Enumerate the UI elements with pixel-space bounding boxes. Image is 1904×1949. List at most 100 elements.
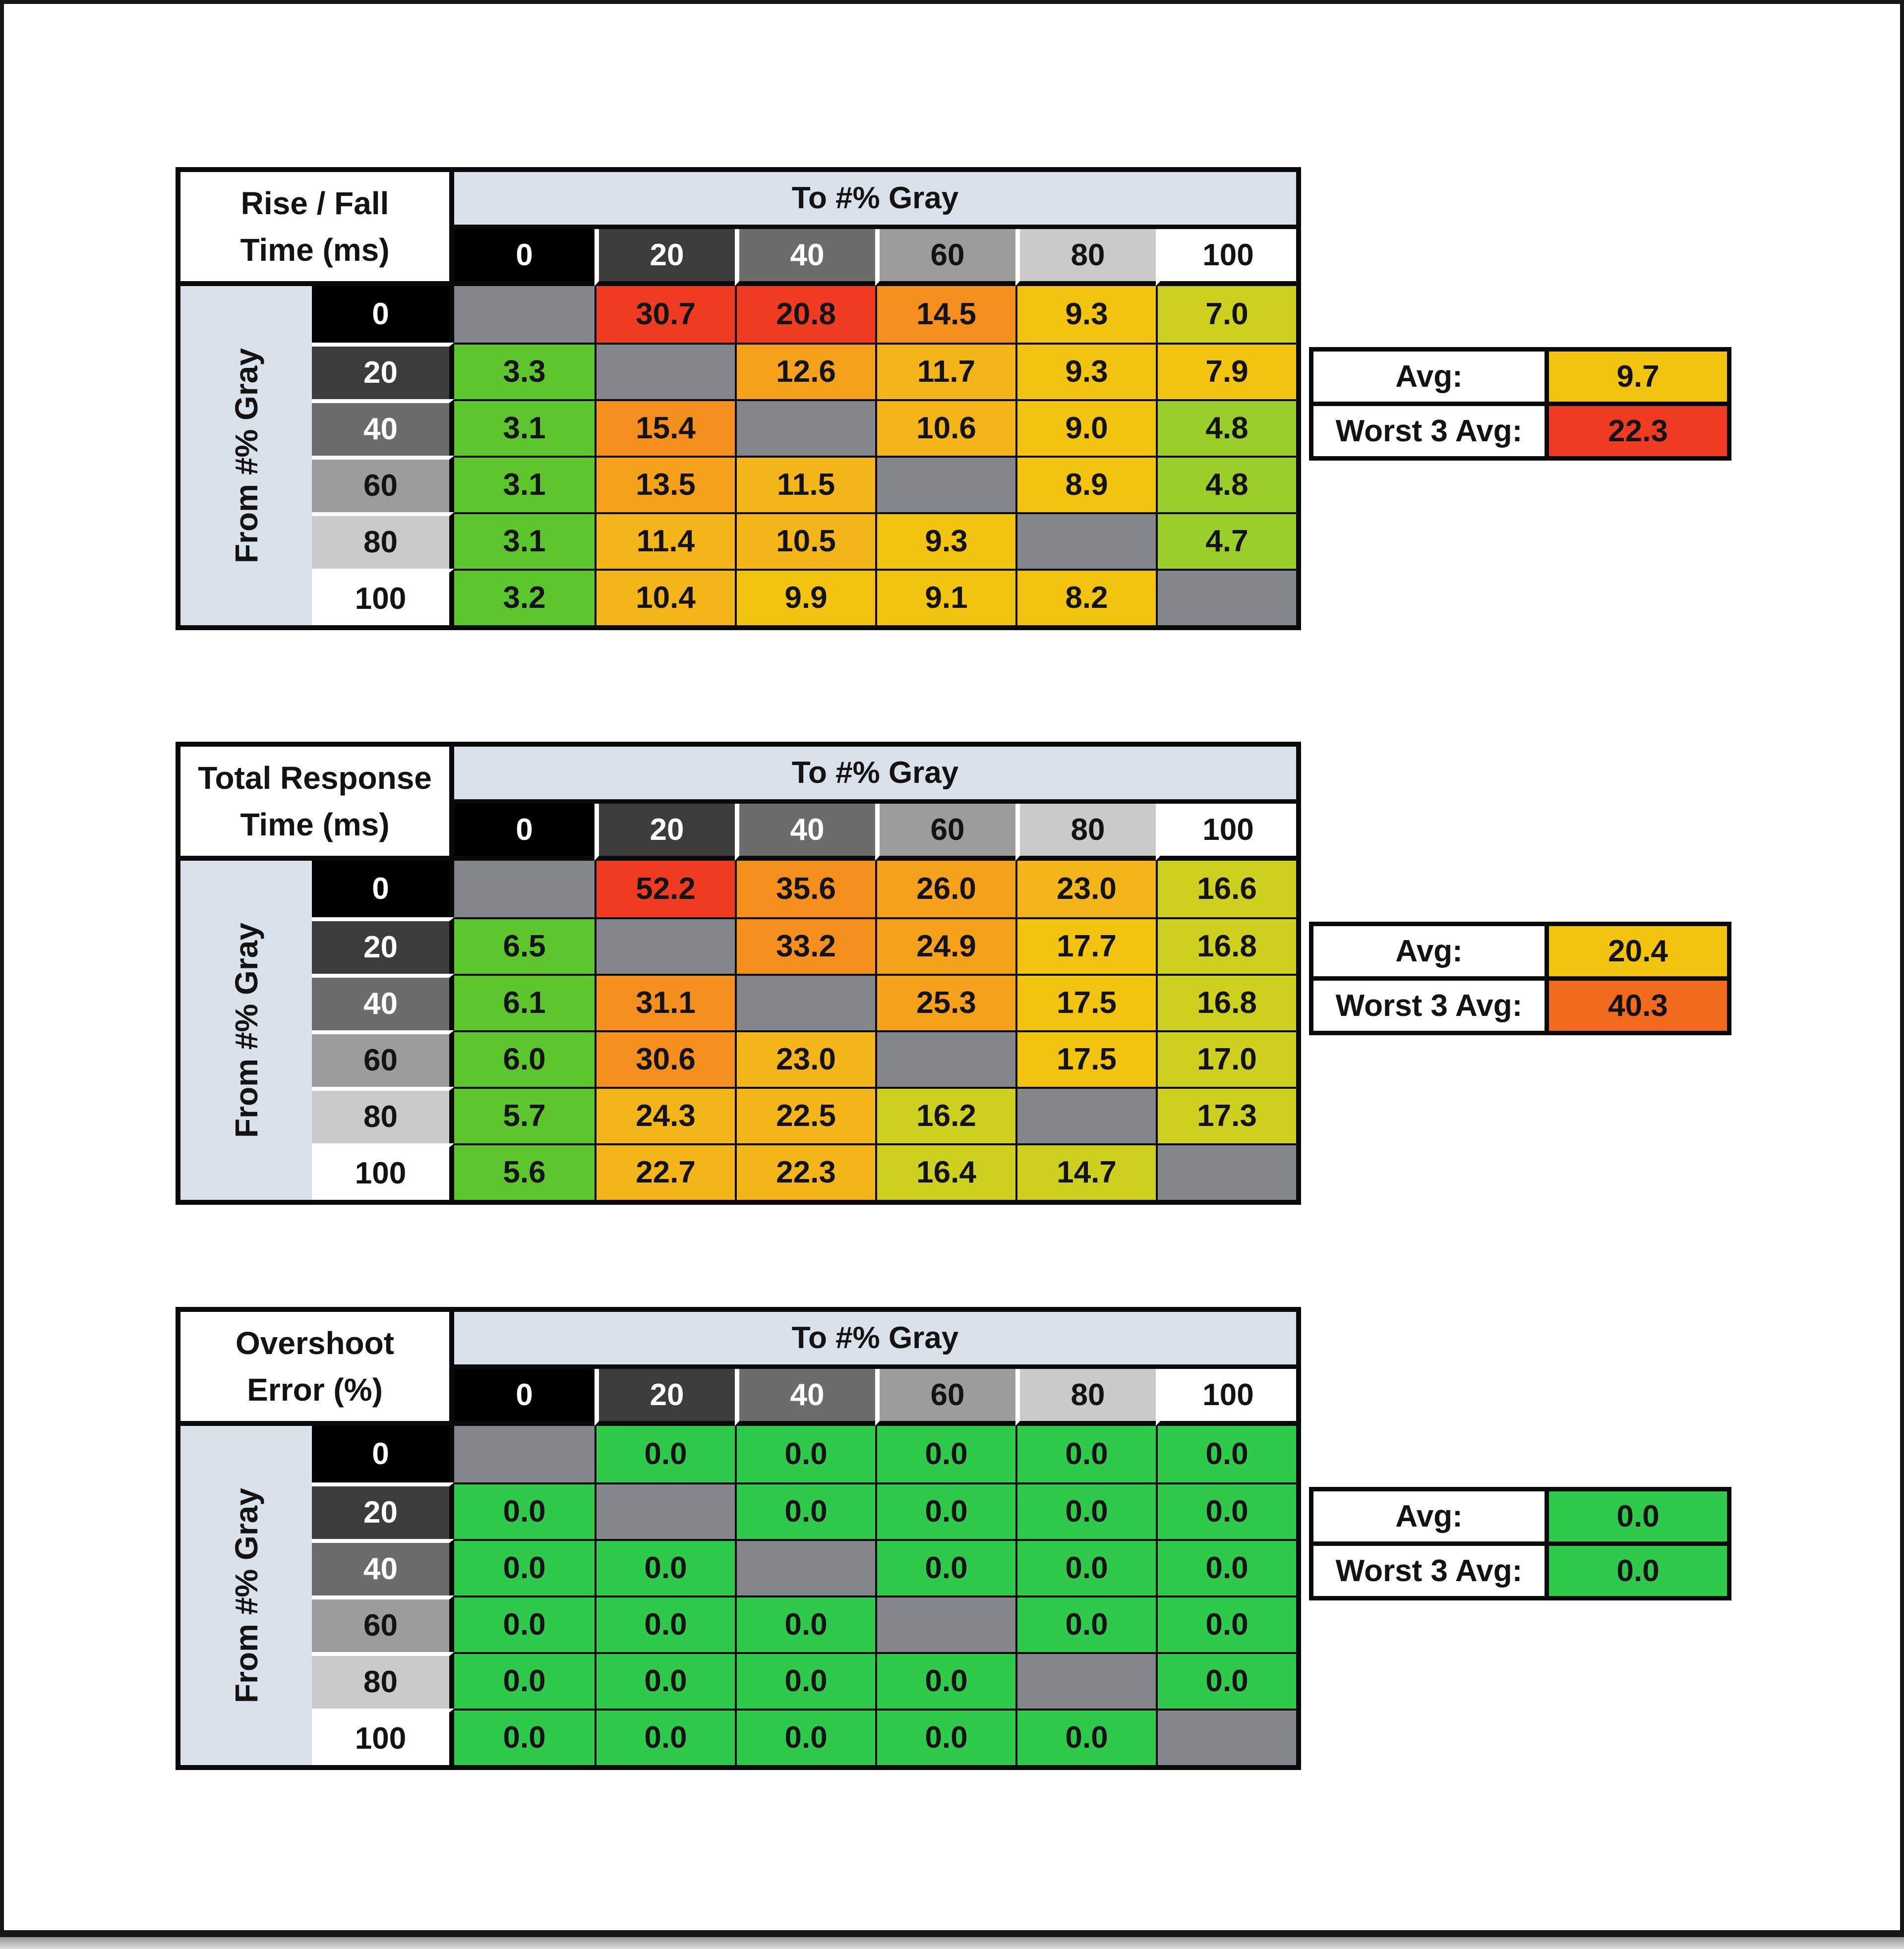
heat-cell: 4.8 xyxy=(1156,456,1296,512)
diagonal-cell xyxy=(1015,1087,1156,1143)
diagonal-cell xyxy=(595,343,735,399)
heat-cell: 0.0 xyxy=(454,1595,595,1652)
worst3-avg-value: 0.0 xyxy=(1545,1541,1731,1600)
bottom-edge-strip xyxy=(0,1937,1904,1949)
diagonal-cell xyxy=(454,1426,595,1482)
heat-cell: 25.3 xyxy=(875,974,1015,1030)
from-gray-axis-label-text: From #% Gray xyxy=(228,348,264,563)
heat-cell: 7.0 xyxy=(1156,286,1296,343)
heat-cell: 0.0 xyxy=(735,1595,875,1652)
heat-cell: 17.5 xyxy=(1015,1030,1156,1087)
heat-cell: 0.0 xyxy=(875,1652,1015,1709)
heat-cell: 6.0 xyxy=(454,1030,595,1087)
row-header-100: 100 xyxy=(312,1709,454,1765)
heat-cell: 30.6 xyxy=(595,1030,735,1087)
heat-cell: 16.8 xyxy=(1156,974,1296,1030)
heat-cell: 0.0 xyxy=(875,1709,1015,1765)
heat-cell: 0.0 xyxy=(735,1652,875,1709)
to-gray-axis-label: To #% Gray xyxy=(454,1312,1296,1369)
from-gray-axis-label-text: From #% Gray xyxy=(228,923,264,1138)
heat-cell: 26.0 xyxy=(875,861,1015,917)
table-title: Overshoot Error (%) xyxy=(180,1312,454,1426)
heat-cell: 22.7 xyxy=(595,1143,735,1200)
col-header-20: 20 xyxy=(595,1369,735,1426)
heat-cell: 0.0 xyxy=(1156,1595,1296,1652)
row-header-80: 80 xyxy=(312,512,454,569)
heat-cell: 6.1 xyxy=(454,974,595,1030)
heat-cell: 3.2 xyxy=(454,569,595,625)
averages-table: Avg: 9.7 Worst 3 Avg: 22.3 xyxy=(1309,347,1731,461)
col-header-40: 40 xyxy=(735,229,875,286)
col-header-60: 60 xyxy=(875,804,1015,861)
row-header-20: 20 xyxy=(312,1482,454,1539)
row-header-60: 60 xyxy=(312,1595,454,1652)
heat-cell: 17.7 xyxy=(1015,917,1156,974)
row-header-40: 40 xyxy=(312,399,454,456)
row-header-60: 60 xyxy=(312,1030,454,1087)
heat-cell: 9.3 xyxy=(875,512,1015,569)
from-gray-axis-label: From #% Gray xyxy=(180,1426,312,1765)
heat-cell: 24.9 xyxy=(875,917,1015,974)
heat-cell: 3.3 xyxy=(454,343,595,399)
heat-cell: 0.0 xyxy=(1015,1709,1156,1765)
heat-cell: 9.0 xyxy=(1015,399,1156,456)
col-header-60: 60 xyxy=(875,1369,1015,1426)
diagonal-cell xyxy=(1015,512,1156,569)
heat-cell: 0.0 xyxy=(1156,1539,1296,1595)
heat-cell: 9.1 xyxy=(875,569,1015,625)
heat-cell: 16.6 xyxy=(1156,861,1296,917)
heat-cell: 0.0 xyxy=(1015,1482,1156,1539)
heat-cell: 0.0 xyxy=(735,1709,875,1765)
heat-cell: 5.7 xyxy=(454,1087,595,1143)
overshoot-error-table: Overshoot Error (%) To #% Gray 0 20 40 60 80 100… xyxy=(176,1307,1301,1770)
heat-cell: 5.6 xyxy=(454,1143,595,1200)
heat-cell: 0.0 xyxy=(735,1482,875,1539)
heat-cell: 6.5 xyxy=(454,917,595,974)
heat-cell: 0.0 xyxy=(1015,1426,1156,1482)
diagonal-cell xyxy=(454,861,595,917)
worst3-avg-label: Worst 3 Avg: xyxy=(1309,976,1549,1035)
avg-label: Avg: xyxy=(1309,347,1549,406)
table-title-line: Total Response xyxy=(198,760,432,796)
heat-cell: 3.1 xyxy=(454,456,595,512)
heat-cell: 17.5 xyxy=(1015,974,1156,1030)
heat-cell: 0.0 xyxy=(454,1482,595,1539)
heat-cell: 16.2 xyxy=(875,1087,1015,1143)
col-header-20: 20 xyxy=(595,804,735,861)
diagonal-cell xyxy=(595,917,735,974)
heat-cell: 13.5 xyxy=(595,456,735,512)
heat-cell: 0.0 xyxy=(595,1595,735,1652)
heat-cell: 0.0 xyxy=(875,1539,1015,1595)
heat-cell: 16.8 xyxy=(1156,917,1296,974)
from-gray-axis-label: From #% Gray xyxy=(180,861,312,1200)
heat-cell: 10.4 xyxy=(595,569,735,625)
heat-cell: 0.0 xyxy=(454,1709,595,1765)
worst3-avg-label: Worst 3 Avg: xyxy=(1309,1541,1549,1600)
heat-cell: 14.7 xyxy=(1015,1143,1156,1200)
row-header-20: 20 xyxy=(312,917,454,974)
heat-cell: 11.4 xyxy=(595,512,735,569)
heat-cell: 17.3 xyxy=(1156,1087,1296,1143)
diagonal-cell xyxy=(1156,569,1296,625)
diagonal-cell xyxy=(595,1482,735,1539)
heat-cell: 8.2 xyxy=(1015,569,1156,625)
heat-cell: 4.8 xyxy=(1156,399,1296,456)
heat-cell: 0.0 xyxy=(595,1709,735,1765)
heat-cell: 3.1 xyxy=(454,399,595,456)
heat-cell: 10.6 xyxy=(875,399,1015,456)
row-header-40: 40 xyxy=(312,1539,454,1595)
col-header-80: 80 xyxy=(1015,804,1156,861)
row-header-0: 0 xyxy=(312,1426,454,1482)
avg-label: Avg: xyxy=(1309,922,1549,981)
diagonal-cell xyxy=(875,456,1015,512)
heat-cell: 52.2 xyxy=(595,861,735,917)
col-header-0: 0 xyxy=(454,1369,595,1426)
heat-cell: 0.0 xyxy=(454,1652,595,1709)
table-title-line: Time (ms) xyxy=(240,807,390,843)
table-title: Total Response Time (ms) xyxy=(180,747,454,861)
row-header-40: 40 xyxy=(312,974,454,1030)
heat-cell: 11.7 xyxy=(875,343,1015,399)
heat-cell: 33.2 xyxy=(735,917,875,974)
to-gray-axis-label: To #% Gray xyxy=(454,172,1296,229)
heat-cell: 20.8 xyxy=(735,286,875,343)
